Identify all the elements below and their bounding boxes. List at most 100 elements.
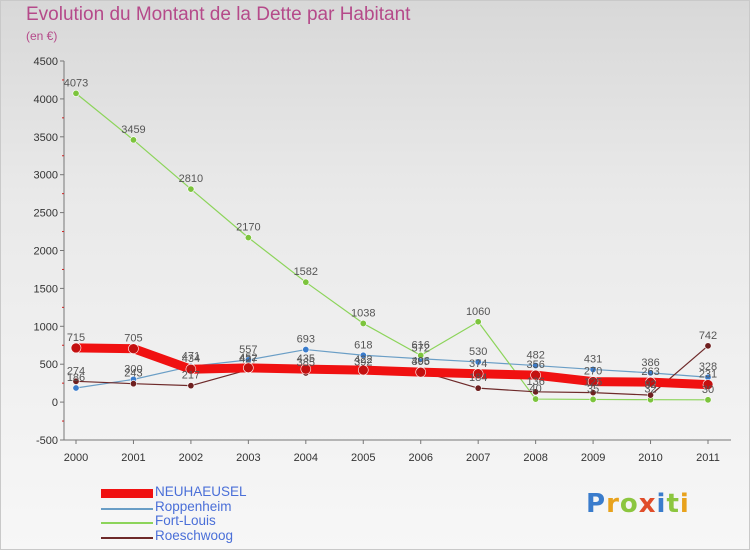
- logo-letter: P: [586, 489, 607, 519]
- logo-letter: o: [619, 489, 639, 519]
- data-label-neuhaeusel: 374: [469, 358, 487, 370]
- data-label-fortlouis: 4073: [64, 77, 88, 89]
- data-label-roppenheim: 482: [526, 350, 544, 362]
- legend-label-neuhaeusel: NEUHAEUSEL: [155, 484, 247, 499]
- data-label-neuhaeusel: 715: [67, 332, 85, 344]
- y-tick-label: 2500: [34, 208, 58, 220]
- x-tick-label: 2005: [351, 452, 375, 464]
- data-label-neuhaeusel: 270: [584, 366, 602, 378]
- logo-letter: t: [666, 489, 680, 519]
- data-label-neuhaeusel: 356: [526, 359, 544, 371]
- x-tick-label: 2002: [179, 452, 203, 464]
- data-label-roppenheim: 300: [124, 363, 142, 375]
- data-label-fortlouis: 1060: [466, 306, 490, 318]
- data-point-neuhaeusel: [587, 376, 599, 387]
- data-label-roppenheim: 530: [469, 346, 487, 358]
- logo-letter: x: [638, 489, 657, 519]
- legend-swatch-neuhaeusel: [101, 489, 153, 498]
- data-label-neuhaeusel: 452: [239, 352, 257, 364]
- y-tick-label: 2000: [34, 246, 58, 258]
- data-point-roppenheim: [532, 362, 540, 370]
- data-label-roppenheim: 431: [584, 353, 602, 365]
- data-label-fortlouis: 616: [412, 339, 430, 351]
- data-point-neuhaeusel: [415, 366, 427, 378]
- data-label-roeschwoog: 243: [124, 368, 142, 380]
- data-label-fortlouis: 35: [587, 383, 599, 395]
- data-point-roeschwoog: [647, 391, 655, 399]
- data-label-roppenheim: 186: [67, 372, 85, 384]
- y-tick-label: 1000: [34, 321, 58, 333]
- data-point-fortlouis: [704, 396, 712, 404]
- chart-title: Evolution du Montant de la Dette par Hab…: [26, 4, 411, 25]
- data-label-fortlouis: 30: [702, 384, 714, 396]
- data-point-roppenheim: [589, 365, 597, 373]
- legend-swatch-roeschwoog: [101, 536, 153, 539]
- data-label-neuhaeusel: 231: [699, 369, 717, 381]
- data-point-fortlouis: [359, 319, 367, 327]
- data-point-neuhaeusel: [530, 369, 541, 381]
- data-label-roeschwoog: 427: [239, 354, 257, 366]
- data-label-roeschwoog: 385: [297, 357, 315, 369]
- data-label-roeschwoog: 406: [412, 355, 430, 367]
- data-label-roppenheim: 471: [182, 350, 200, 362]
- x-tick-label: 2007: [466, 452, 490, 464]
- x-tick-label: 2000: [64, 452, 88, 464]
- data-point-roeschwoog: [474, 384, 482, 392]
- data-label-roppenheim: 693: [297, 334, 315, 346]
- data-label-roppenheim: 618: [354, 339, 372, 351]
- logo-letter: i: [656, 489, 667, 519]
- y-tick-label: 0: [52, 397, 58, 409]
- data-point-fortlouis: [72, 89, 80, 97]
- data-label-roeschwoog: 184: [469, 372, 487, 384]
- legend-label-roppenheim: Roppenheim: [155, 498, 232, 514]
- data-label-roeschwoog: 136: [526, 376, 544, 388]
- logo-letter: r: [606, 489, 620, 519]
- x-tick-label: 2003: [236, 452, 260, 464]
- legend-swatch-roppenheim: [101, 507, 153, 510]
- data-point-fortlouis: [474, 318, 482, 326]
- data-point-neuhaeusel: [472, 368, 484, 380]
- data-point-fortlouis: [589, 395, 597, 403]
- data-point-fortlouis: [187, 185, 195, 193]
- data-label-roeschwoog: 125: [584, 377, 602, 389]
- legend-swatch-fortlouis: [101, 522, 153, 524]
- data-label-fortlouis: 1038: [351, 307, 375, 319]
- x-tick-label: 2004: [294, 452, 318, 464]
- legend-label-fortlouis: Fort-Louis: [155, 513, 216, 528]
- x-tick-label: 2009: [581, 452, 605, 464]
- data-label-fortlouis: 3459: [121, 124, 145, 136]
- data-label-fortlouis: 32: [644, 384, 656, 396]
- data-point-fortlouis: [417, 351, 425, 359]
- data-point-neuhaeusel: [185, 363, 197, 375]
- data-label-fortlouis: 2170: [236, 222, 260, 234]
- y-tick-label: 4000: [34, 94, 58, 106]
- data-point-roeschwoog: [532, 388, 540, 396]
- data-label-roppenheim: 328: [699, 361, 717, 373]
- data-point-roppenheim: [72, 384, 80, 392]
- legend-label-roeschwoog: Roeschwoog: [155, 527, 234, 543]
- y-tick-label: 3500: [34, 132, 58, 144]
- series-line-neuhaeusel: [71, 343, 713, 390]
- y-tick-label: 1500: [34, 283, 58, 295]
- data-point-neuhaeusel: [70, 342, 82, 354]
- data-point-fortlouis: [129, 136, 137, 144]
- x-tick-label: 2011: [696, 452, 720, 464]
- data-point-fortlouis: [532, 395, 540, 403]
- data-label-fortlouis: 1582: [294, 266, 318, 278]
- data-point-neuhaeusel: [243, 362, 254, 374]
- data-label-roeschwoog: 274: [67, 365, 85, 377]
- data-label-roppenheim: 572: [412, 343, 430, 355]
- y-tick-label: 3000: [34, 170, 58, 182]
- data-label-roeschwoog: 742: [699, 330, 717, 342]
- data-label-roeschwoog: 92: [644, 379, 656, 391]
- data-label-fortlouis: 40: [530, 383, 542, 395]
- x-tick-label: 2008: [523, 452, 547, 464]
- data-label-roeschwoog: 392: [354, 356, 372, 368]
- data-label-neuhaeusel: 705: [124, 333, 142, 345]
- y-tick-label: 4500: [34, 56, 58, 68]
- proxiti-logo: Proxiti: [586, 489, 690, 519]
- data-label-roppenheim: 557: [239, 344, 257, 356]
- data-point-roeschwoog: [704, 342, 712, 350]
- data-label-neuhaeusel: 435: [297, 353, 315, 365]
- series-line-fortlouis: [75, 92, 709, 401]
